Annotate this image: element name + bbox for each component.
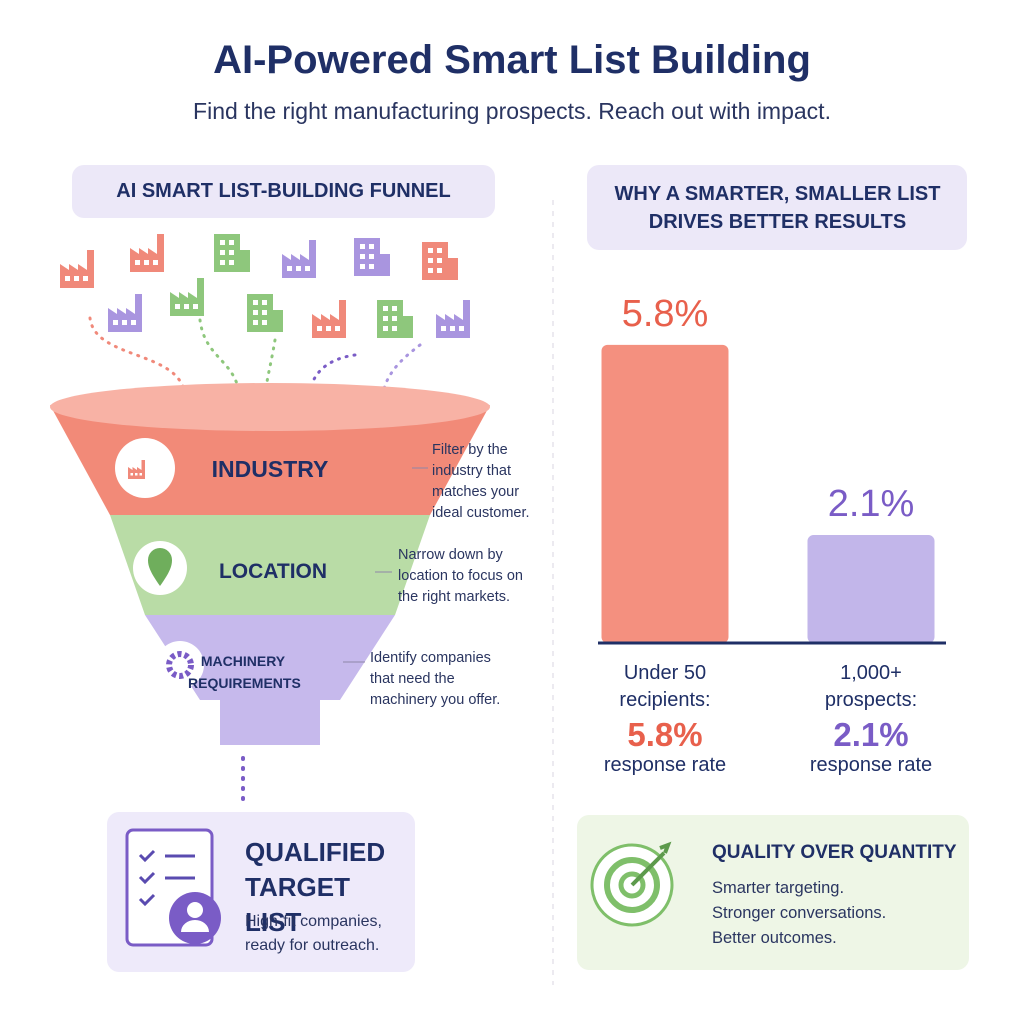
person-head [187,902,203,918]
category-label: Under 50 recipients: [619,662,711,711]
factory-icon [312,300,346,338]
location-pin [148,548,172,586]
category-label: 1,000+ prospects: [824,662,918,711]
checklist-lines [138,849,195,907]
value-label: 5.8% [621,292,709,335]
building-icon [377,300,413,338]
conclusion-card [577,815,969,970]
funnel-band-location [110,515,430,615]
target-ring [618,871,646,899]
factory-icon [282,240,316,278]
building-icon [247,294,283,332]
factory-icon [60,250,94,288]
caption: response rate [603,754,727,776]
conclusion-title: QUALITY OVER QUANTITY [712,842,957,863]
funnel-band-machinery [145,615,395,745]
chart-title: WHY A SMARTER, SMALLER LIST DRIVES BETTE… [614,183,941,233]
stage-note: Filter by the industry that matches your… [432,442,530,521]
building-icon [214,234,250,272]
funnel-rim [50,383,490,431]
machinery-icon [156,641,204,689]
bar [807,535,935,643]
gear [166,651,194,679]
target-ring [604,857,660,913]
building-icon [354,238,390,276]
arrow [88,316,187,397]
factory-icons [60,234,470,338]
factory-icon [108,294,142,332]
stage-note: Identify companies that need the machine… [370,650,501,708]
stage-label: LOCATION [218,560,328,583]
arrow [380,343,422,400]
chart-title-pill [587,165,967,250]
factory-icon [170,278,204,316]
person-body [181,920,209,932]
note-connectors [343,467,428,663]
conclusion-lines: Smarter targeting. Stronger conversation… [712,876,886,951]
value-label: 5.8% [627,716,703,753]
stage-label: INDUSTRY [211,456,329,482]
factory-icon [436,300,470,338]
target-arrow [630,841,672,887]
title: AI-Powered Smart List Building [213,38,811,82]
funnel-title-pill [72,165,495,218]
building-icon [422,242,458,280]
subtitle: Find the right manufacturing prospects. … [193,98,831,124]
caption: response rate [809,754,933,776]
result-text: High-fit companies, ready for outreach. [245,913,382,954]
value-label: 2.1% [833,716,909,753]
conclusion-line: Smarter targeting. [712,879,845,897]
value-label: 2.1% [827,483,915,526]
stage-note: Narrow down by location to focus on the … [398,547,523,605]
factory-icon [130,234,164,272]
bar [601,344,729,643]
funnel-title: AI SMART LIST-BUILDING FUNNEL [116,180,451,202]
stage-label: MACHINERY REQUIREMENTS [188,653,301,691]
conclusion-line: Better outcomes. [712,929,837,947]
bar-chart [601,344,935,643]
result-title: QUALIFIED TARGET LIST [245,837,386,937]
conclusion-line: Stronger conversations. [712,904,887,922]
industry-icon [115,438,175,498]
